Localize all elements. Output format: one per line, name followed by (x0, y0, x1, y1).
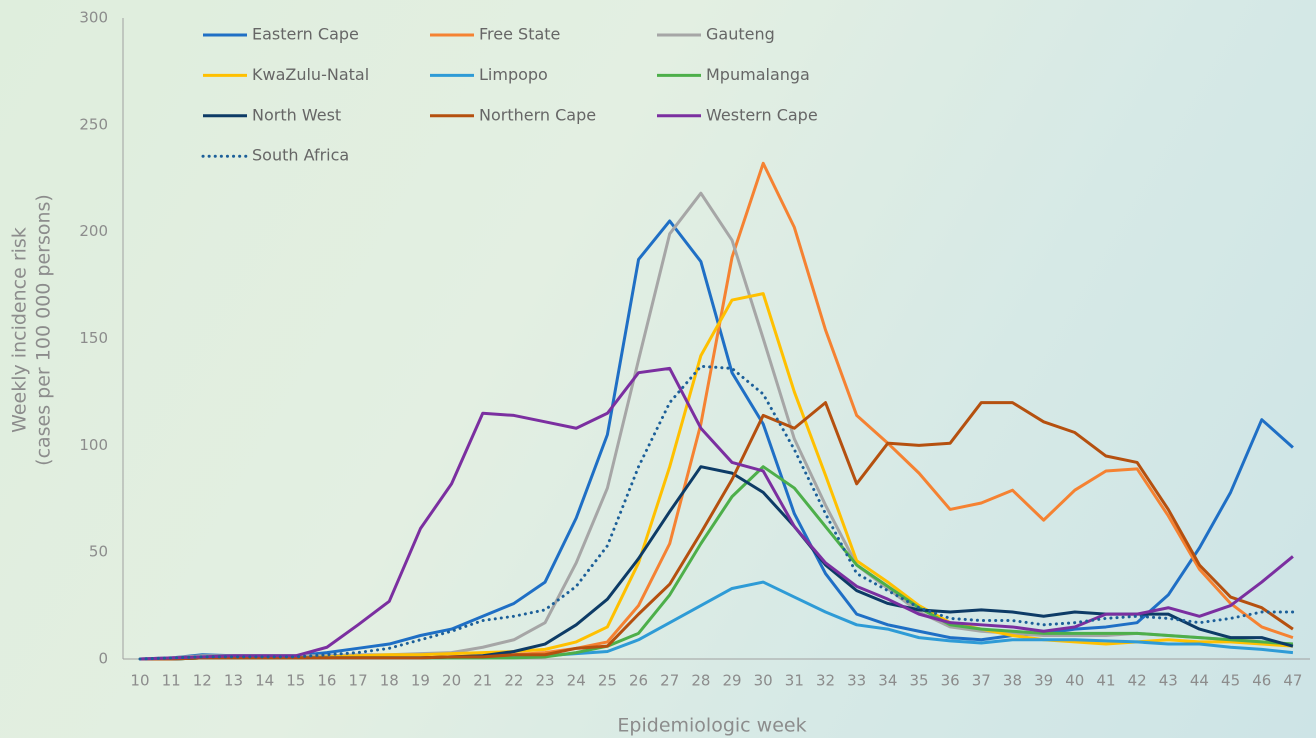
series-line (140, 163, 1293, 659)
x-tick-label: 21 (473, 672, 492, 690)
x-tick-label: 29 (722, 672, 741, 690)
y-tick-label: 250 (79, 115, 108, 133)
x-tick-label: 30 (754, 672, 773, 690)
legend-label: Eastern Cape (252, 25, 359, 44)
series-line (140, 193, 1293, 659)
x-tick-label: 25 (598, 672, 617, 690)
x-tick-label: 36 (941, 672, 960, 690)
legend-label: Western Cape (706, 105, 818, 124)
legend-label: KwaZulu-Natal (252, 65, 369, 84)
series-line (140, 467, 1293, 659)
x-tick-label: 47 (1283, 672, 1302, 690)
series-line (140, 582, 1293, 659)
page: Epidemiologic week Weekly incidence risk… (0, 0, 1316, 738)
x-tick-label: 37 (972, 672, 991, 690)
y-tick-label: 100 (79, 436, 108, 454)
x-tick-label: 46 (1252, 672, 1271, 690)
legend-label: Gauteng (706, 25, 775, 44)
legend-label: South Africa (252, 146, 349, 165)
x-tick-label: 15 (286, 672, 305, 690)
series-line (140, 368, 1293, 659)
x-tick-label: 33 (847, 672, 866, 690)
x-tick-label: 19 (411, 672, 430, 690)
x-tick-label: 35 (909, 672, 928, 690)
x-tick-label: 32 (816, 672, 835, 690)
x-tick-label: 43 (1159, 672, 1178, 690)
x-tick-label: 26 (629, 672, 648, 690)
y-tick-label: 200 (79, 222, 108, 240)
x-tick-label: 39 (1034, 672, 1053, 690)
legend-label: Northern Cape (479, 105, 596, 124)
x-tick-label: 23 (536, 672, 555, 690)
x-tick-label: 24 (567, 672, 586, 690)
legend-label: Limpopo (479, 65, 548, 84)
y-tick-label: 50 (89, 543, 108, 561)
x-tick-label: 44 (1190, 672, 1209, 690)
series-line (140, 467, 1293, 659)
series-line (140, 221, 1293, 659)
x-tick-label: 20 (442, 672, 461, 690)
x-tick-label: 13 (224, 672, 243, 690)
legend: Eastern Cape Free State Gauteng KwaZulu-Nat… (203, 25, 818, 165)
legend-label: Free State (479, 25, 560, 44)
chart: Epidemiologic week Weekly incidence risk… (0, 0, 1316, 738)
y-axis-title: Weekly incidence risk (9, 227, 31, 433)
x-tick-label: 45 (1221, 672, 1240, 690)
x-tick-label: 12 (193, 672, 212, 690)
series-line (140, 403, 1293, 659)
x-tick-label: 28 (691, 672, 710, 690)
x-tick-label: 27 (660, 672, 679, 690)
x-tick-label: 41 (1096, 672, 1115, 690)
x-tick-label: 14 (255, 672, 274, 690)
x-tick-label: 38 (1003, 672, 1022, 690)
x-tick-label: 42 (1128, 672, 1147, 690)
y-axis-title: (cases per 100 000 persons) (33, 194, 55, 466)
y-tick-label: 0 (98, 650, 108, 668)
x-tick-label: 18 (380, 672, 399, 690)
x-tick-label: 16 (317, 672, 336, 690)
x-tick-label: 22 (504, 672, 523, 690)
x-tick-label: 31 (785, 672, 804, 690)
x-tick-label: 11 (162, 672, 181, 690)
y-tick-label: 300 (79, 9, 108, 27)
legend-label: North West (252, 105, 341, 124)
x-tick-label: 40 (1065, 672, 1084, 690)
x-tick-label: 34 (878, 672, 897, 690)
x-tick-label: 17 (349, 672, 368, 690)
legend-label: Mpumalanga (706, 65, 810, 84)
y-tick-label: 150 (79, 329, 108, 347)
x-tick-label: 10 (130, 672, 149, 690)
x-axis-title: Epidemiologic week (617, 715, 806, 737)
